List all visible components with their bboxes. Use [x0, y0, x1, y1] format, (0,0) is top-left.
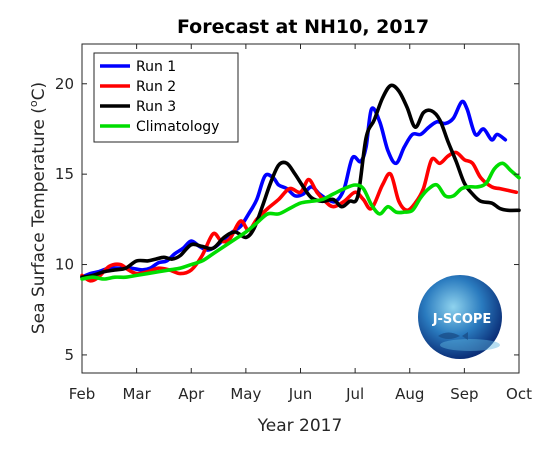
legend-label-run-2: Run 2 — [136, 79, 176, 95]
y-axis-label-prefix: Sea Surface Temperature ( — [29, 107, 49, 334]
x-tick-label: May — [230, 385, 261, 403]
series-layer — [80, 83, 521, 283]
legend: Run 1 Run 2 Run 3 Climatology — [93, 52, 239, 143]
legend-label-climatology: Climatology — [136, 119, 219, 135]
x-tick-label: Apr — [178, 385, 205, 403]
x-tick-label: Oct — [506, 385, 532, 403]
series-line-run-3 — [80, 83, 521, 279]
x-tick-label: Mar — [122, 385, 151, 403]
logo-globe — [418, 275, 502, 359]
y-tick-label: 5 — [64, 346, 74, 364]
y-axis-label: Sea Surface Temperature (oC) — [27, 82, 49, 334]
x-tick-label: Jun — [288, 385, 312, 403]
y-tick-label: 20 — [55, 75, 74, 93]
y-axis-label-sup: o — [27, 100, 40, 107]
j-scope-logo: J-SCOPE — [418, 275, 502, 359]
x-tick-label: Sep — [450, 385, 478, 403]
fish-icon — [438, 332, 468, 340]
legend-label-run-3: Run 3 — [136, 99, 176, 115]
series-line-run-2 — [80, 150, 519, 283]
x-tick-label: Aug — [395, 385, 424, 403]
legend-label-run-1: Run 1 — [136, 59, 176, 75]
y-axis: 5 10 15 20 — [55, 75, 519, 364]
logo-wave — [440, 339, 500, 351]
series-line-climatology — [80, 161, 521, 281]
chart-title: Forecast at NH10, 2017 — [177, 16, 429, 38]
x-axis-label: Year 2017 — [257, 416, 343, 436]
x-axis: Feb Mar Apr May Jun Jul Aug Sep Oct — [69, 44, 532, 403]
y-tick-label: 15 — [55, 165, 74, 183]
x-tick-label: Jul — [345, 385, 364, 403]
y-tick-label: 10 — [55, 256, 74, 274]
logo-label: J-SCOPE — [432, 312, 492, 327]
x-tick-label: Feb — [69, 385, 96, 403]
y-axis-label-suffix: C) — [29, 82, 49, 101]
